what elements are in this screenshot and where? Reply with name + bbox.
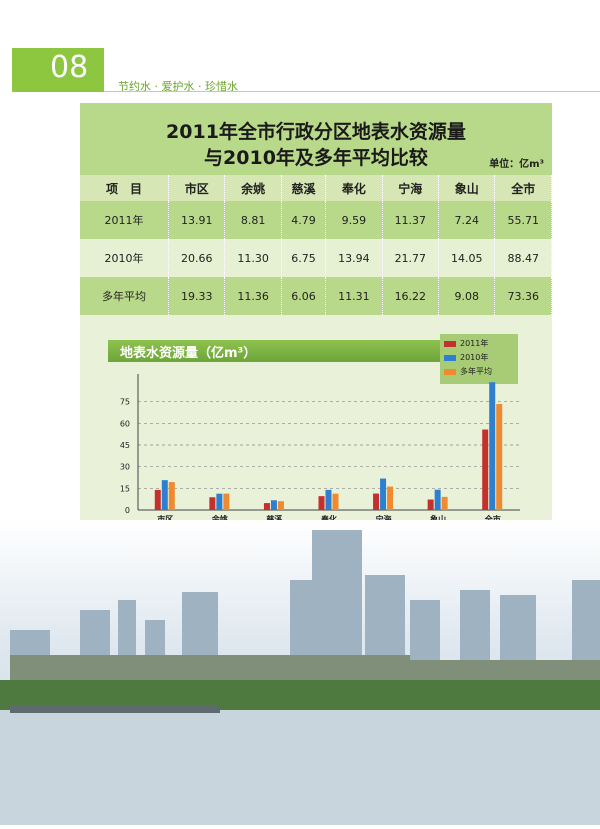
skyline-illustration xyxy=(0,530,600,825)
table-cell: 20.66 xyxy=(168,239,226,277)
bar xyxy=(318,496,325,510)
table-cell: 4.79 xyxy=(281,201,327,239)
table-cell: 11.36 xyxy=(224,277,282,315)
y-tick-label: 15 xyxy=(120,484,130,493)
legend-label: 多年平均 xyxy=(460,367,492,376)
table-header: 象山 xyxy=(438,175,496,201)
title-block: 2011年全市行政分区地表水资源量 与2010年及多年平均比较 单位：亿m³ xyxy=(80,103,552,175)
table-cell: 2010年 xyxy=(80,239,169,277)
page-title-line2: 与2010年及多年平均比较 xyxy=(204,147,428,169)
chart-title: 地表水资源量（亿m³） xyxy=(120,346,257,361)
bar xyxy=(427,499,434,510)
table-row: 2011年 13.91 8.81 4.79 9.59 11.37 7.24 55… xyxy=(80,201,552,239)
page-number: 08 xyxy=(50,50,89,85)
x-tick-label: 奉化 xyxy=(320,514,337,524)
table-cell: 9.59 xyxy=(325,201,383,239)
header-rule xyxy=(104,91,600,92)
table-cell: 11.31 xyxy=(325,277,383,315)
table-header: 市区 xyxy=(168,175,226,201)
table-header: 慈溪 xyxy=(281,175,327,201)
x-tick-label: 象山 xyxy=(430,514,446,524)
bar xyxy=(209,497,216,510)
bar xyxy=(482,429,489,510)
x-tick-label: 宁海 xyxy=(376,514,392,524)
data-table: 项 目 市区 余姚 慈溪 奉化 宁海 象山 全市 2011年 13.91 8.8… xyxy=(80,175,552,315)
table-cell: 7.24 xyxy=(438,201,496,239)
bar xyxy=(489,382,496,510)
bar xyxy=(373,493,380,510)
bar xyxy=(216,493,223,510)
table-row: 多年平均 19.33 11.36 6.06 11.31 16.22 9.08 7… xyxy=(80,277,552,315)
y-tick-label: 60 xyxy=(120,419,130,428)
legend-label: 2010年 xyxy=(460,353,489,362)
table-header: 余姚 xyxy=(224,175,282,201)
legend-swatch xyxy=(444,368,456,375)
legend-item: 多年平均 xyxy=(444,366,492,378)
bar xyxy=(263,503,270,510)
slogan: 节约水 · 爱护水 · 珍惜水 xyxy=(118,80,238,93)
x-tick-label: 余姚 xyxy=(211,514,228,524)
table-header: 项 目 xyxy=(80,175,169,201)
table-cell: 55.71 xyxy=(494,201,552,239)
table-cell: 8.81 xyxy=(224,201,282,239)
table-cell: 6.75 xyxy=(281,239,327,277)
bar xyxy=(277,501,284,510)
table-cell: 11.37 xyxy=(382,201,440,239)
legend-swatch xyxy=(444,354,456,361)
x-tick-label: 市区 xyxy=(157,514,173,524)
chart-title-bar xyxy=(108,340,508,362)
bar-chart: 0 15 30 45 60 75 市区 余姚 慈溪 奉化 宁海 象山 全市 xyxy=(120,374,520,524)
y-tick-label: 30 xyxy=(120,463,130,472)
city-skyline-photo xyxy=(0,520,600,825)
table-header: 全市 xyxy=(494,175,552,201)
bar xyxy=(325,489,332,510)
legend-item: 2011年 xyxy=(444,338,488,350)
x-tick-label: 全市 xyxy=(484,514,501,524)
table-cell: 11.30 xyxy=(224,239,282,277)
bar xyxy=(168,482,175,510)
bar xyxy=(441,496,448,510)
bar xyxy=(270,500,277,510)
bar xyxy=(223,493,230,510)
x-tick-label: 慈溪 xyxy=(266,514,283,524)
table-header-row: 项 目 市区 余姚 慈溪 奉化 宁海 象山 全市 xyxy=(80,175,552,201)
page-title-line1: 2011年全市行政分区地表水资源量 xyxy=(166,121,466,143)
table-cell: 9.08 xyxy=(438,277,496,315)
table-cell: 19.33 xyxy=(168,277,226,315)
table-row: 2010年 20.66 11.30 6.75 13.94 21.77 14.05… xyxy=(80,239,552,277)
unit-label: 单位：亿m³ xyxy=(489,159,544,170)
bar xyxy=(387,486,394,510)
bar xyxy=(332,493,339,510)
chart-area: 地表水资源量（亿m³） 2011年 2010年 多年平均 0 15 30 45 60 75… xyxy=(80,318,552,540)
bar xyxy=(496,404,503,510)
legend-item: 2010年 xyxy=(444,352,488,364)
table-cell: 多年平均 xyxy=(80,277,169,315)
table-cell: 88.47 xyxy=(494,239,552,277)
page-number-badge xyxy=(12,48,104,92)
legend-label: 2011年 xyxy=(460,339,489,348)
table-cell: 14.05 xyxy=(438,239,496,277)
bar xyxy=(161,480,168,510)
table-cell: 13.94 xyxy=(325,239,383,277)
legend-swatch xyxy=(444,340,456,347)
y-tick-label: 75 xyxy=(120,398,130,407)
table-cell: 73.36 xyxy=(494,277,552,315)
table-cell: 21.77 xyxy=(382,239,440,277)
bar xyxy=(434,489,441,510)
bar xyxy=(154,489,161,510)
table-cell: 6.06 xyxy=(281,277,327,315)
table-cell: 2011年 xyxy=(80,201,169,239)
bar xyxy=(380,478,387,510)
y-tick-label: 45 xyxy=(120,441,130,450)
y-tick-label: 0 xyxy=(125,506,130,515)
table-cell: 16.22 xyxy=(382,277,440,315)
table-header: 奉化 xyxy=(325,175,383,201)
table-header: 宁海 xyxy=(382,175,440,201)
table-cell: 13.91 xyxy=(168,201,226,239)
chart-legend: 2011年 2010年 多年平均 xyxy=(440,334,518,384)
